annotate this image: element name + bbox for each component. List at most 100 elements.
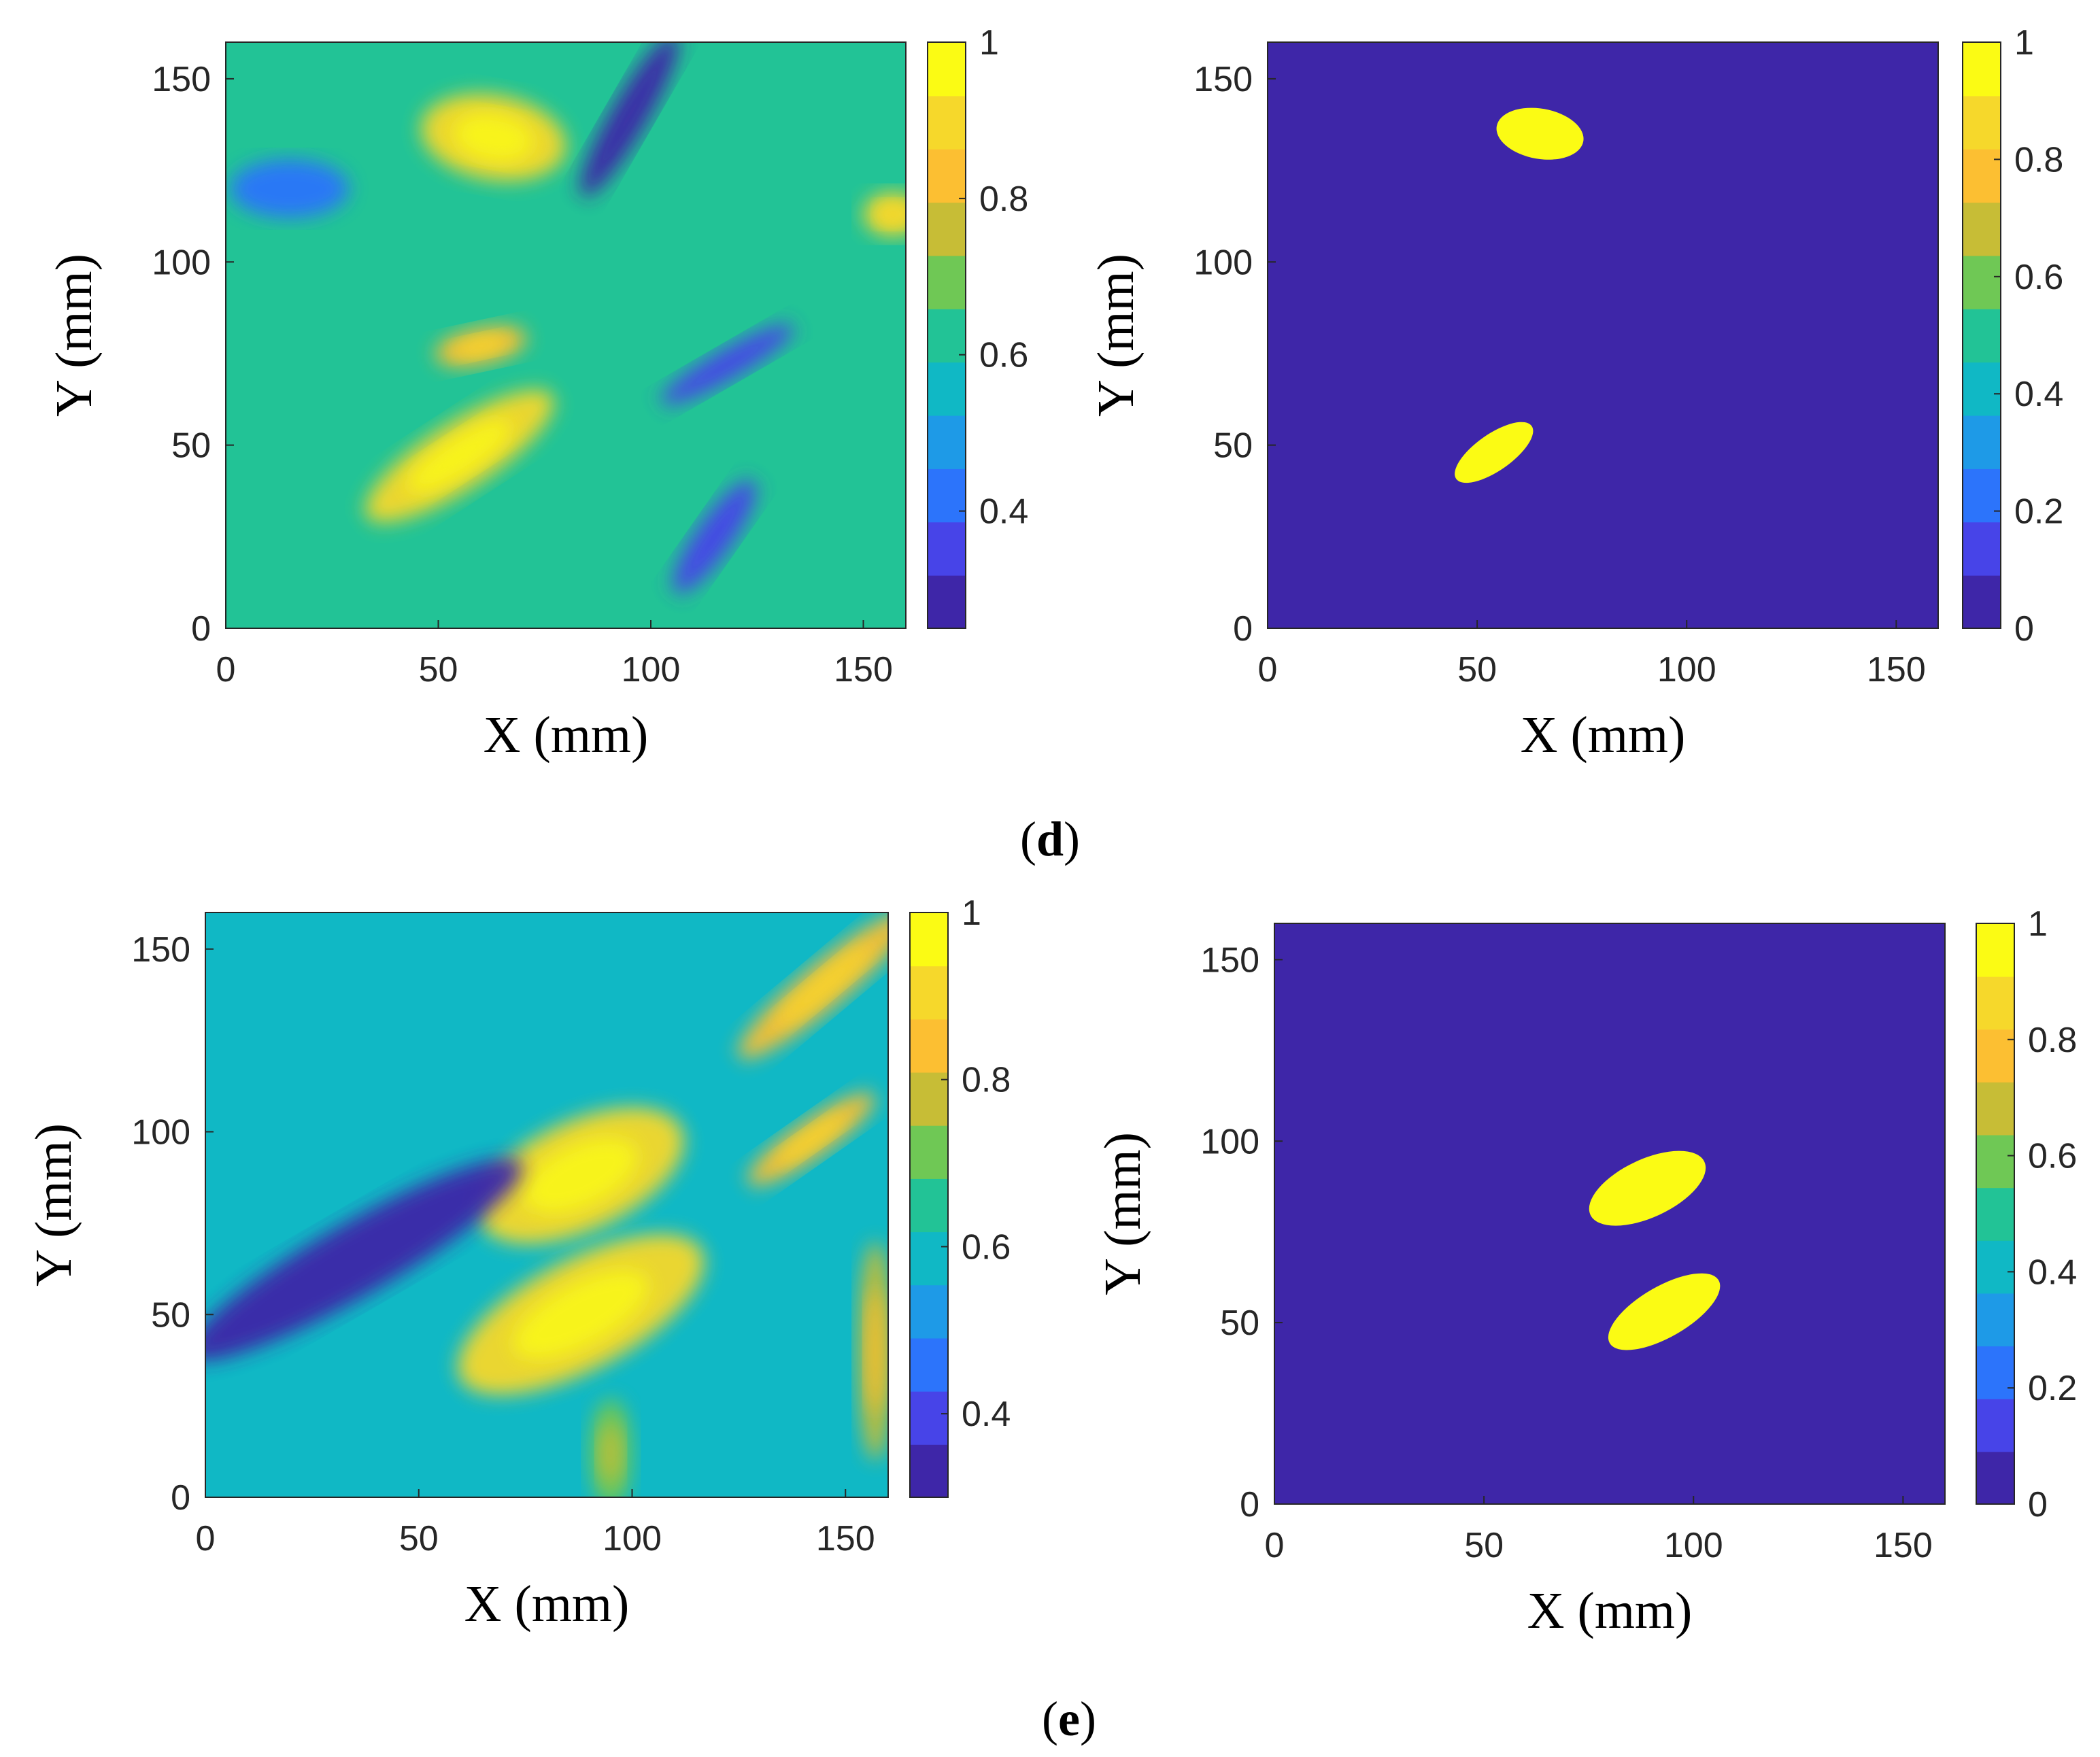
y-tick-label: 100: [152, 243, 211, 282]
heatmap-blob: [673, 479, 757, 594]
colorbar-tick-label: 0.6: [2014, 258, 2063, 297]
heatmap-blob: [863, 192, 906, 237]
colorbar-band: [1963, 255, 2001, 309]
colorbar-band: [928, 415, 966, 469]
colorbar-band: [928, 202, 966, 256]
colorbar-band: [1963, 42, 2001, 97]
colorbar-band: [1963, 362, 2001, 416]
colorbar-band: [928, 42, 966, 97]
y-tick-label: 50: [1220, 1303, 1259, 1343]
colorbar-tick-label: 1: [962, 893, 981, 933]
colorbar-band: [1976, 1240, 2014, 1294]
colorbar-band: [910, 966, 948, 1020]
x-tick-label: 150: [816, 1519, 875, 1558]
x-tick-label: 100: [1664, 1526, 1723, 1565]
axes-box: [1267, 41, 1939, 629]
colorbar-band: [928, 362, 966, 416]
colorbar-band: [1963, 202, 2001, 256]
x-tick-label: 100: [1657, 650, 1716, 689]
caption-d: (d): [1020, 812, 1080, 866]
colorbar-band: [1976, 1187, 2014, 1241]
x-tick-label: 0: [216, 650, 236, 689]
colorbar-band: [1963, 468, 2001, 523]
y-tick-label: 0: [1240, 1485, 1259, 1524]
heatmap-blob: [457, 1234, 705, 1395]
colorbar-tick-label: 0.8: [979, 180, 1028, 219]
colorbar-band: [1963, 575, 2001, 629]
colorbar-band: [928, 95, 966, 150]
colorbar-band: [928, 575, 966, 629]
colorbar-box: [1962, 41, 2001, 629]
colorbar-band: [1963, 415, 2001, 469]
heatmap-blob: [1608, 1273, 1721, 1350]
colorbar-band: [910, 1391, 948, 1445]
x-tick-label: 100: [622, 650, 681, 689]
heatmap-blob: [660, 324, 794, 405]
y-tick-label: 150: [131, 930, 190, 970]
y-tick-label: 150: [152, 60, 211, 99]
heatmap-background: [1268, 42, 1938, 628]
x-axis-label: X (mm): [1527, 1582, 1693, 1639]
colorbar-band: [1963, 308, 2001, 363]
heatmap-blob: [1455, 422, 1534, 483]
heatmap-blob: [738, 912, 888, 1059]
colorbar-band: [1976, 1398, 2014, 1452]
colorbar-tick-label: 0.2: [2028, 1369, 2077, 1408]
colorbar-tick-label: 1: [979, 23, 999, 63]
colorbar-tick-label: 0.8: [2028, 1021, 2077, 1060]
x-tick-label: 50: [399, 1519, 439, 1558]
colorbar-tick-label: 0.8: [2014, 140, 2063, 180]
x-axis-label: X (mm): [1521, 706, 1686, 764]
x-tick-label: 50: [1457, 650, 1497, 689]
colorbar-band: [910, 912, 948, 967]
colorbar-band: [910, 1284, 948, 1339]
colorbar-band: [1963, 522, 2001, 576]
y-axis-label: Y (mm): [1087, 254, 1145, 417]
colorbar-tick-label: 1: [2028, 904, 2048, 944]
colorbar-tick-label: 0.8: [962, 1061, 1011, 1100]
heatmap-blob: [589, 1398, 632, 1497]
x-tick-label: 50: [1464, 1526, 1504, 1565]
colorbar-band: [928, 308, 966, 363]
colorbar-band: [910, 1444, 948, 1498]
heatmap-blob: [747, 1092, 875, 1186]
colorbar-tick-label: 1: [2014, 23, 2034, 63]
x-tick-label: 150: [1867, 650, 1926, 689]
y-tick-label: 100: [1200, 1122, 1259, 1161]
heatmap-blob: [1589, 1150, 1706, 1226]
heatmap-blob: [421, 93, 566, 182]
colorbar-band: [928, 255, 966, 309]
colorbar-band: [910, 1072, 948, 1126]
colorbar-band: [928, 148, 966, 203]
y-tick-label: 100: [1193, 243, 1253, 282]
colorbar-band: [928, 468, 966, 523]
y-tick-label: 50: [171, 426, 211, 466]
heatmap-blob: [230, 159, 350, 218]
x-tick-label: 150: [834, 650, 893, 689]
x-axis-label: X (mm): [464, 1575, 630, 1633]
caption-e: (e): [1042, 1692, 1096, 1746]
x-tick-label: 150: [1874, 1526, 1933, 1565]
y-tick-label: 0: [191, 609, 211, 649]
y-tick-label: 150: [1193, 60, 1253, 99]
heatmap-field: [205, 912, 888, 1497]
colorbar-band: [1976, 1029, 2014, 1082]
heatmap-blob: [365, 390, 554, 523]
heatmap-panel-d-left: 0 50 100 150 0 50 100 150 X (mm) Y (mm) 0.4 0.6 0.8 1: [46, 23, 1028, 764]
x-tick-label: 100: [603, 1519, 662, 1558]
colorbar-tick-label: 0.2: [2014, 492, 2063, 532]
colorbar-band: [1976, 1134, 2014, 1189]
colorbar-band: [1976, 923, 2014, 977]
y-tick-label: 150: [1200, 940, 1259, 980]
heatmap-background: [226, 42, 906, 628]
colorbar-tick-label: 0: [2014, 609, 2034, 649]
colorbar: 0 0.2 0.4 0.6 0.8 1: [1976, 904, 2077, 1524]
heatmap-field: [1268, 42, 1938, 628]
axes-box: [1274, 923, 1946, 1505]
colorbar-band: [910, 1019, 948, 1073]
colorbar-band: [910, 1178, 948, 1233]
y-tick-label: 100: [131, 1113, 190, 1153]
heatmap-panel-e-left: 0 50 100 150 0 50 100 150 X (mm) Y (mm) 0.4 0.6 0.8 1: [25, 893, 1011, 1633]
